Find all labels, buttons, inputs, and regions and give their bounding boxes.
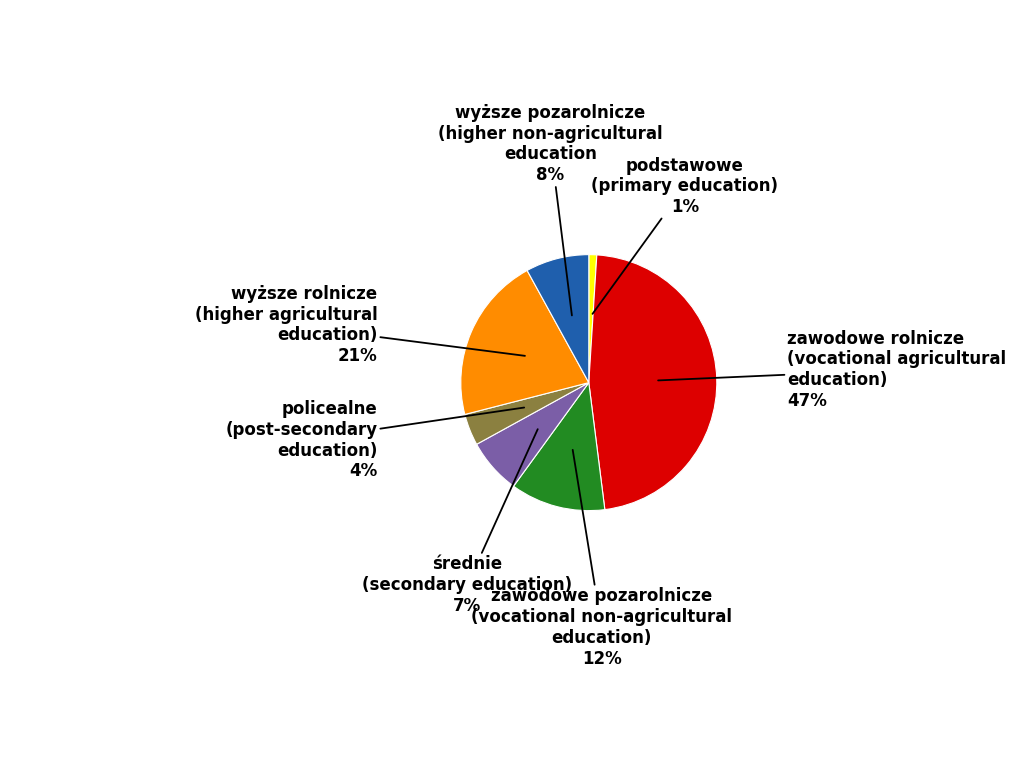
Text: policealne
(post-secondary
education)
4%: policealne (post-secondary education) 4% (225, 400, 524, 481)
Wedge shape (589, 254, 597, 383)
Text: zawodowe rolnicze
(vocational agricultural
education)
47%: zawodowe rolnicze (vocational agricultur… (658, 329, 1007, 410)
Text: wyższe pozarolnicze
(higher non-agricultural
education
8%: wyższe pozarolnicze (higher non-agricult… (438, 104, 663, 315)
Text: podstawowe
(primary education)
1%: podstawowe (primary education) 1% (591, 157, 778, 314)
Wedge shape (461, 271, 589, 414)
Wedge shape (514, 383, 605, 511)
Text: zawodowe pozarolnicze
(vocational non-agricultural
education)
12%: zawodowe pozarolnicze (vocational non-ag… (471, 450, 732, 668)
Text: wyższe rolnicze
(higher agricultural
education)
21%: wyższe rolnicze (higher agricultural edu… (195, 284, 525, 365)
Wedge shape (476, 383, 589, 486)
Wedge shape (589, 255, 717, 509)
Wedge shape (527, 254, 589, 383)
Wedge shape (465, 383, 589, 444)
Text: średnie
(secondary education)
7%: średnie (secondary education) 7% (362, 429, 572, 615)
